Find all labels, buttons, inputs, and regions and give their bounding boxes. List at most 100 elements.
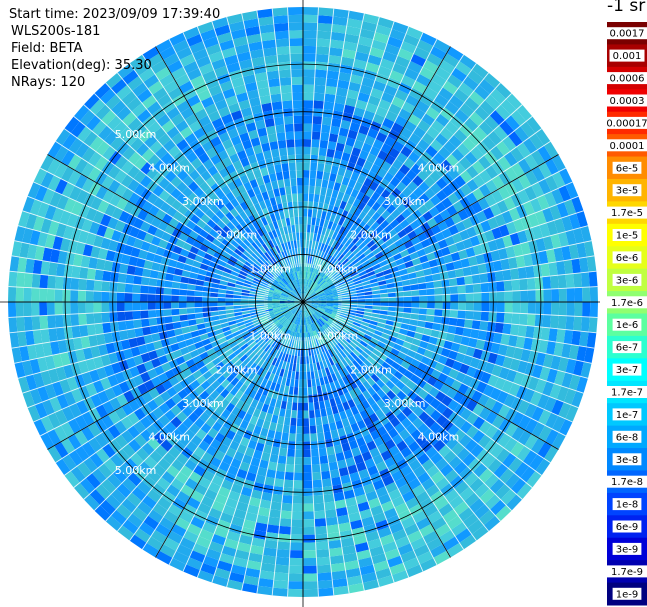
ppi-gate-cell bbox=[543, 289, 552, 302]
ppi-gate-cell bbox=[107, 165, 121, 180]
ppi-gate-cell bbox=[308, 306, 316, 313]
ppi-gate-cell bbox=[353, 318, 363, 325]
ppi-gate-cell bbox=[512, 243, 524, 257]
ppi-gate-cell bbox=[484, 494, 501, 510]
ppi-gate-cell bbox=[242, 263, 251, 271]
ppi-gate-cell bbox=[563, 388, 577, 405]
ppi-gate-cell bbox=[71, 265, 81, 279]
ppi-gate-cell bbox=[471, 525, 489, 541]
ppi-gate-cell bbox=[510, 323, 520, 336]
ppi-gate-cell bbox=[455, 220, 467, 233]
ppi-gate-cell bbox=[373, 329, 383, 337]
ppi-gate-cell bbox=[62, 289, 71, 302]
ppi-gate-cell bbox=[267, 78, 281, 88]
ppi-gate-cell bbox=[189, 324, 199, 333]
ppi-gate-cell bbox=[306, 371, 312, 380]
ppi-gate-cell bbox=[262, 547, 278, 557]
ppi-gate-cell bbox=[274, 322, 282, 330]
ppi-gate-cell bbox=[209, 302, 218, 307]
ppi-gate-cell bbox=[443, 340, 453, 350]
ppi-gate-cell bbox=[79, 109, 96, 127]
ppi-gate-cell bbox=[361, 259, 371, 268]
ppi-gate-cell bbox=[44, 204, 57, 221]
ppi-gate-cell bbox=[271, 277, 279, 284]
ppi-gate-cell bbox=[153, 254, 163, 264]
ppi-gate-cell bbox=[496, 291, 505, 302]
ppi-gate-cell bbox=[487, 374, 499, 388]
ppi-gate-cell bbox=[324, 310, 332, 315]
ppi-gate-cell bbox=[189, 550, 206, 563]
ppi-gate-cell bbox=[556, 328, 566, 344]
ppi-gate-cell bbox=[276, 283, 285, 290]
ppi-gate-cell bbox=[330, 327, 338, 335]
ppi-gate-cell bbox=[260, 451, 271, 462]
ppi-gate-cell bbox=[365, 330, 374, 338]
ppi-gate-cell bbox=[346, 265, 356, 273]
ppi-gate-cell bbox=[95, 448, 110, 464]
ppi-gate-cell bbox=[419, 302, 428, 309]
ppi-gate-cell bbox=[277, 351, 284, 360]
ppi-gate-cell bbox=[435, 476, 450, 491]
ppi-gate-cell bbox=[458, 507, 474, 522]
ppi-gate-cell bbox=[571, 330, 581, 346]
ppi-gate-cell bbox=[294, 464, 303, 473]
ppi-gate-cell bbox=[469, 90, 485, 106]
ppi-gate-cell bbox=[70, 302, 79, 315]
ppi-gate-cell bbox=[490, 499, 507, 516]
ppi-gate-cell bbox=[372, 305, 381, 311]
ppi-gate-cell bbox=[312, 346, 318, 356]
ppi-gate-cell bbox=[375, 215, 386, 226]
ppi-gate-cell bbox=[508, 457, 523, 473]
ppi-gate-cell bbox=[358, 468, 370, 480]
ppi-gate-cell bbox=[353, 217, 363, 227]
ppi-gate-cell bbox=[317, 319, 324, 327]
ppi-gate-cell bbox=[280, 400, 288, 410]
ppi-gate-cell bbox=[276, 46, 290, 55]
ppi-gate-cell bbox=[545, 428, 559, 446]
ppi-gate-cell bbox=[314, 409, 322, 418]
ppi-gate-cell bbox=[331, 570, 347, 580]
ppi-gate-cell bbox=[345, 137, 356, 147]
ppi-gate-cell bbox=[25, 374, 38, 391]
ppi-gate-cell bbox=[394, 536, 411, 549]
ppi-gate-cell bbox=[334, 362, 342, 372]
ppi-gate-cell bbox=[198, 365, 209, 376]
ppi-gate-cell bbox=[308, 291, 315, 297]
ppi-gate-cell bbox=[327, 349, 335, 358]
ppi-gate-cell bbox=[444, 101, 460, 115]
ppi-gate-cell bbox=[151, 332, 161, 343]
ppi-gate-cell bbox=[376, 340, 386, 349]
ppi-gate-cell bbox=[155, 246, 166, 257]
ppi-gate-cell bbox=[300, 302, 303, 310]
ppi-gate-cell bbox=[230, 564, 247, 576]
ppi-gate-cell bbox=[271, 493, 283, 503]
ppi-gate-cell bbox=[387, 352, 398, 362]
ppi-gate-cell bbox=[248, 255, 257, 263]
ppi-gate-cell bbox=[441, 309, 451, 318]
ppi-gate-cell bbox=[295, 154, 303, 163]
ppi-gate-cell bbox=[303, 162, 311, 171]
ppi-gate-cell bbox=[495, 505, 512, 522]
ppi-gate-cell bbox=[326, 300, 335, 302]
ppi-gate-cell bbox=[335, 142, 346, 153]
ppi-gate-cell bbox=[278, 343, 285, 352]
ppi-gate-cell bbox=[322, 171, 331, 181]
ppi-gate-cell bbox=[303, 302, 306, 310]
ppi-gate-cell bbox=[441, 227, 452, 239]
ppi-gate-cell bbox=[281, 278, 288, 286]
range-ring-label: 4.00km bbox=[418, 161, 460, 174]
ppi-gate-cell bbox=[87, 422, 102, 438]
ppi-gate-cell bbox=[495, 104, 511, 121]
ppi-gate-cell bbox=[306, 317, 310, 325]
ppi-gate-cell bbox=[327, 180, 336, 190]
ppi-gate-cell bbox=[179, 282, 188, 290]
ppi-gate-cell bbox=[438, 87, 454, 102]
ppi-gate-cell bbox=[315, 311, 322, 317]
ppi-gate-cell bbox=[317, 293, 326, 298]
ppi-gate-cell bbox=[323, 311, 332, 317]
ppi-gate-cell bbox=[167, 446, 181, 459]
ppi-gate-cell bbox=[307, 289, 313, 296]
ppi-gate-cell bbox=[503, 280, 513, 292]
ppi-gate-cell bbox=[248, 371, 257, 381]
ppi-gate-cell bbox=[359, 28, 376, 40]
